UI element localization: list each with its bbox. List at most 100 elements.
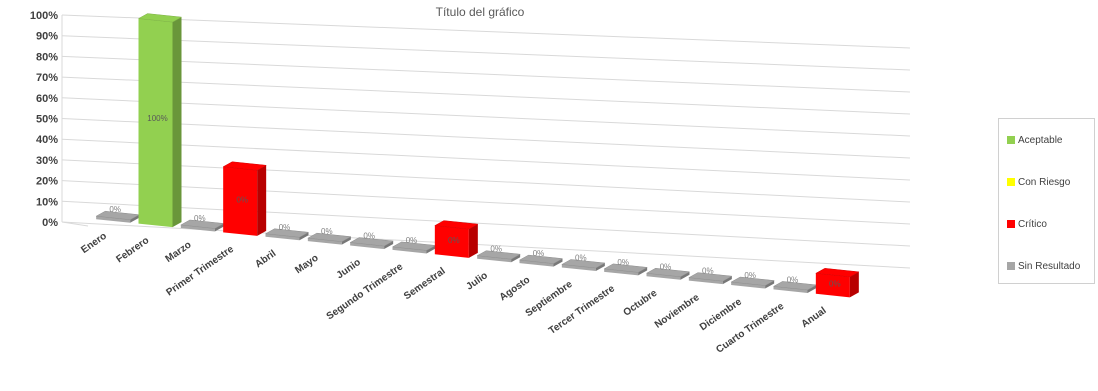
bar-side (765, 280, 775, 289)
data-label: 0% (533, 249, 545, 258)
x-tick-label: Enero (79, 231, 109, 256)
bar (392, 246, 427, 254)
bar-top (603, 263, 648, 273)
y-tick-label: 30% (36, 155, 58, 167)
data-label: 0% (617, 258, 629, 267)
chart-plot: 0% 10% 20% 30% 40% 50% 60% 70% 80% 90% 100% 0% Enero… (30, 10, 911, 356)
legend-label: Sin Resultado (1018, 260, 1081, 272)
bar-side (595, 262, 605, 271)
gridline (61, 180, 911, 225)
bar-side (384, 241, 394, 250)
y-tick-label: 80% (36, 51, 58, 63)
bar (646, 273, 681, 280)
bar-side (722, 276, 732, 285)
bar (307, 238, 342, 245)
data-label: 0% (321, 227, 333, 236)
bar-side (130, 214, 140, 223)
data-label: 0% (575, 253, 587, 262)
bar (434, 225, 469, 258)
bar-top (518, 254, 564, 264)
bar-side (553, 258, 563, 267)
y-tick-label: 40% (36, 134, 58, 146)
bar-side (341, 236, 351, 245)
gridline (61, 14, 911, 49)
gridline (61, 200, 911, 247)
bar (180, 224, 215, 232)
bar-side (511, 254, 521, 263)
y-tick-label: 100% (30, 10, 58, 22)
legend-label: Con Riesgo (1018, 176, 1071, 188)
bar (561, 264, 596, 271)
bar-top (222, 161, 267, 171)
data-label: 0% (236, 196, 248, 205)
bar (688, 277, 723, 285)
bar (138, 18, 173, 228)
bar (815, 273, 850, 298)
data-label: 0% (490, 245, 502, 254)
x-tick-label: Anual (799, 305, 828, 330)
gridline (61, 35, 911, 71)
y-tick-label: 50% (36, 114, 58, 126)
data-label: 0% (363, 232, 375, 241)
x-tick-label: Febrero (114, 235, 151, 265)
bar-side (299, 232, 309, 241)
y-tick-label: 20% (36, 176, 58, 188)
legend-item: Con Riesgo (1007, 175, 1070, 189)
bar (519, 260, 554, 267)
x-tick-label: Noviembre (653, 292, 702, 331)
floor-edge (61, 221, 89, 227)
bar-top (476, 250, 521, 260)
x-tick-label: Julio (464, 270, 489, 292)
x-tick-label: Agosto (498, 275, 533, 304)
bar (773, 286, 808, 293)
y-tick-label: 60% (36, 93, 58, 105)
gridline (61, 138, 911, 181)
legend-swatch (1007, 178, 1015, 186)
x-tick-label: Octubre (622, 287, 660, 318)
gridline (61, 159, 911, 203)
bar-top (307, 232, 352, 242)
legend-swatch (1007, 136, 1015, 144)
data-label: 0% (744, 271, 756, 280)
legend-item: Sin Resultado (1007, 259, 1080, 273)
bar-side (257, 165, 267, 236)
legend-swatch (1007, 220, 1015, 228)
bar-top (815, 268, 860, 278)
y-tick-label: 70% (36, 72, 58, 84)
bar-side (849, 271, 859, 298)
legend-item: Aceptable (1007, 133, 1062, 147)
gridline (61, 76, 911, 115)
bar-side (680, 271, 690, 280)
bar (265, 233, 300, 241)
x-tick-label: Junio (335, 257, 363, 281)
y-tick-label: 0% (42, 217, 58, 229)
bar-top (645, 267, 691, 278)
legend-label: Crítico (1018, 218, 1047, 230)
legend-label: Aceptable (1018, 134, 1063, 146)
bar-side (807, 284, 817, 293)
bar-side (172, 17, 182, 228)
gridline (61, 97, 911, 137)
legend-item: Crítico (1007, 217, 1047, 231)
gridline (61, 118, 911, 159)
bar-top (730, 276, 775, 286)
y-tick-label: 90% (36, 31, 58, 43)
bar-side (214, 223, 224, 232)
data-label: 0% (829, 280, 841, 289)
x-tick-label: Marzo (164, 239, 194, 265)
data-label: 0% (109, 205, 121, 214)
bar-side (638, 267, 648, 276)
bar (96, 216, 131, 223)
x-tick-label: Abril (253, 248, 278, 270)
chart-legend: Aceptable Con Riesgo Crítico Sin Resultado (998, 118, 1095, 284)
bar (731, 282, 766, 289)
chart-title: Título del gráfico (435, 5, 525, 19)
x-tick-label: Semestral (402, 266, 448, 303)
x-tick-label: Diciembre (698, 296, 744, 333)
data-label: 0% (406, 236, 418, 245)
bar (223, 166, 258, 236)
bar-top (434, 220, 479, 230)
bar (604, 268, 639, 276)
bar (350, 242, 385, 250)
bar-top (264, 228, 310, 238)
